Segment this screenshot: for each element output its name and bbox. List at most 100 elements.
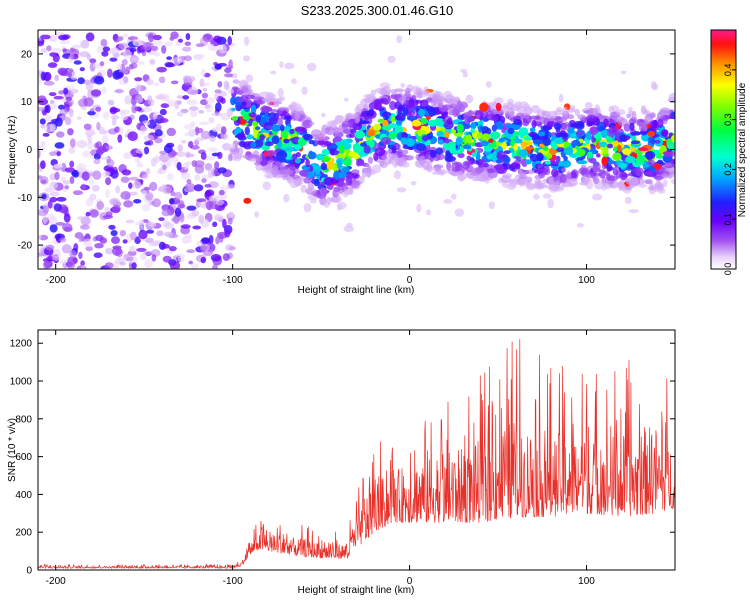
colorbar-tick-label-3: 0.3 bbox=[723, 113, 733, 126]
heatmap-cell-2584 bbox=[554, 137, 564, 145]
spectrogram-y-tick-label-0: -20 bbox=[18, 241, 33, 252]
heatmap-cell-2183 bbox=[53, 164, 63, 169]
heatmap-cell-2509 bbox=[523, 136, 533, 141]
heatmap-cell-1606 bbox=[329, 149, 340, 156]
heatmap-cell-1949 bbox=[122, 49, 133, 59]
heatmap-cell-1747 bbox=[41, 193, 47, 200]
heatmap-cell-2281 bbox=[308, 151, 317, 160]
heatmap-cell-2244 bbox=[436, 130, 444, 137]
heatmap-cell-520 bbox=[189, 121, 196, 127]
heatmap-cell-2307 bbox=[595, 153, 601, 158]
heatmap-cell-1257 bbox=[93, 158, 101, 165]
heatmap-cell-2449 bbox=[83, 123, 92, 130]
heatmap-cell-2419 bbox=[207, 43, 215, 51]
heatmap-cell-1683 bbox=[177, 203, 186, 209]
heatmap-cell-2082 bbox=[204, 184, 212, 188]
heatmap-cell-2237 bbox=[305, 187, 317, 196]
heatmap-cell-2567 bbox=[282, 168, 293, 176]
heatmap-cell-1175 bbox=[564, 162, 570, 167]
heatmap-cell-1789 bbox=[388, 157, 394, 164]
heatmap-cell-2243 bbox=[437, 98, 444, 108]
heatmap-cell-1268 bbox=[117, 134, 123, 143]
heatmap-cell-1453 bbox=[425, 115, 431, 120]
heatmap-cell-2351 bbox=[603, 118, 609, 128]
heatmap-cell-1313 bbox=[54, 171, 60, 181]
heatmap-cell-2337 bbox=[43, 260, 50, 269]
snr-series-line bbox=[38, 338, 675, 570]
heatmap-cell-1474 bbox=[451, 129, 456, 134]
heatmap-cell-2315 bbox=[148, 221, 157, 228]
heatmap-cell-1384 bbox=[239, 140, 247, 148]
heatmap-cell-1851 bbox=[362, 162, 370, 168]
heatmap-cell-1899 bbox=[647, 130, 655, 137]
heatmap-cell-835 bbox=[551, 168, 559, 178]
heatmap-cell-2566 bbox=[188, 128, 196, 137]
heatmap-cell-2247 bbox=[263, 96, 275, 102]
heatmap-cell-2074 bbox=[167, 99, 177, 107]
heatmap-cell-2266 bbox=[64, 185, 70, 190]
heatmap-cell-2330 bbox=[43, 71, 52, 82]
heatmap-cell-2248 bbox=[68, 99, 74, 105]
heatmap-cell-1882 bbox=[495, 102, 502, 112]
heatmap-cell-2581 bbox=[233, 153, 243, 159]
heatmap-cell-2130 bbox=[592, 176, 600, 185]
heatmap-cell-2527 bbox=[168, 246, 177, 252]
heatmap-cell-642 bbox=[199, 121, 210, 126]
heatmap-cell-2528 bbox=[320, 162, 327, 171]
heatmap-cell-2477 bbox=[105, 145, 113, 150]
heatmap-cell-1496 bbox=[72, 44, 82, 49]
heatmap-cell-2507 bbox=[513, 143, 518, 151]
heatmap-cell-1625 bbox=[89, 209, 99, 218]
heatmap-cell-1962 bbox=[224, 228, 231, 238]
snr-y-axis-label: SNR (10 * v/v) bbox=[7, 418, 18, 482]
heatmap-cell-2552 bbox=[344, 189, 353, 195]
heatmap-cell-1541 bbox=[128, 182, 133, 189]
heatmap-cell-2565 bbox=[359, 120, 370, 124]
heatmap-cell-695 bbox=[243, 197, 252, 204]
heatmap-cell-1546 bbox=[508, 179, 518, 184]
heatmap-cell-2310 bbox=[653, 175, 664, 180]
heatmap-cell-2364 bbox=[370, 89, 377, 96]
heatmap-cell-736 bbox=[533, 193, 540, 200]
heatmap-cell-2495 bbox=[401, 132, 408, 139]
snr-y-tick-label-1: 200 bbox=[15, 528, 32, 539]
heatmap-cell-271 bbox=[82, 150, 91, 158]
heatmap-cell-789 bbox=[354, 106, 362, 114]
heatmap-cell-2290 bbox=[517, 179, 523, 185]
heatmap-cell-1835 bbox=[228, 246, 236, 251]
heatmap-cell-1842 bbox=[167, 160, 172, 167]
heatmap-cell-337 bbox=[53, 95, 64, 100]
heatmap-cell-2499 bbox=[534, 163, 545, 170]
heatmap-cell-2274 bbox=[381, 86, 391, 96]
heatmap-cell-1433 bbox=[485, 81, 492, 88]
snr-x-tick-label-1: -100 bbox=[223, 576, 243, 587]
heatmap-cell-1187 bbox=[210, 254, 222, 262]
heatmap-cell-1829 bbox=[630, 147, 636, 152]
heatmap-cell-1040 bbox=[56, 151, 62, 157]
heatmap-cell-1981 bbox=[139, 125, 146, 135]
heatmap-cell-2321 bbox=[284, 115, 292, 120]
heatmap-cell-1914 bbox=[181, 172, 191, 180]
heatmap-cell-921 bbox=[161, 45, 167, 54]
heatmap-cell-235 bbox=[120, 109, 131, 115]
heatmap-cell-2429 bbox=[109, 198, 121, 206]
heatmap-cell-2380 bbox=[367, 129, 376, 137]
heatmap-cell-2159 bbox=[38, 106, 45, 112]
heatmap-cell-2139 bbox=[535, 115, 541, 121]
heatmap-cell-2240 bbox=[551, 181, 559, 186]
heatmap-cell-2308 bbox=[326, 160, 335, 170]
heatmap-cell-2327 bbox=[62, 48, 67, 53]
heatmap-cell-2076 bbox=[501, 141, 507, 150]
heatmap-cell-1452 bbox=[619, 171, 628, 181]
heatmap-cell-522 bbox=[490, 131, 501, 140]
heatmap-cell-1203 bbox=[78, 233, 83, 243]
heatmap-cell-1734 bbox=[104, 262, 114, 269]
heatmap-cell-646 bbox=[638, 184, 648, 188]
heatmap-cell-1611 bbox=[180, 108, 189, 114]
heatmap-cell-579 bbox=[575, 122, 585, 130]
heatmap-cell-2265 bbox=[456, 169, 463, 177]
heatmap-cell-460 bbox=[626, 114, 632, 119]
heatmap-cell-2461 bbox=[338, 171, 347, 178]
heatmap-cell-2496 bbox=[174, 191, 183, 200]
